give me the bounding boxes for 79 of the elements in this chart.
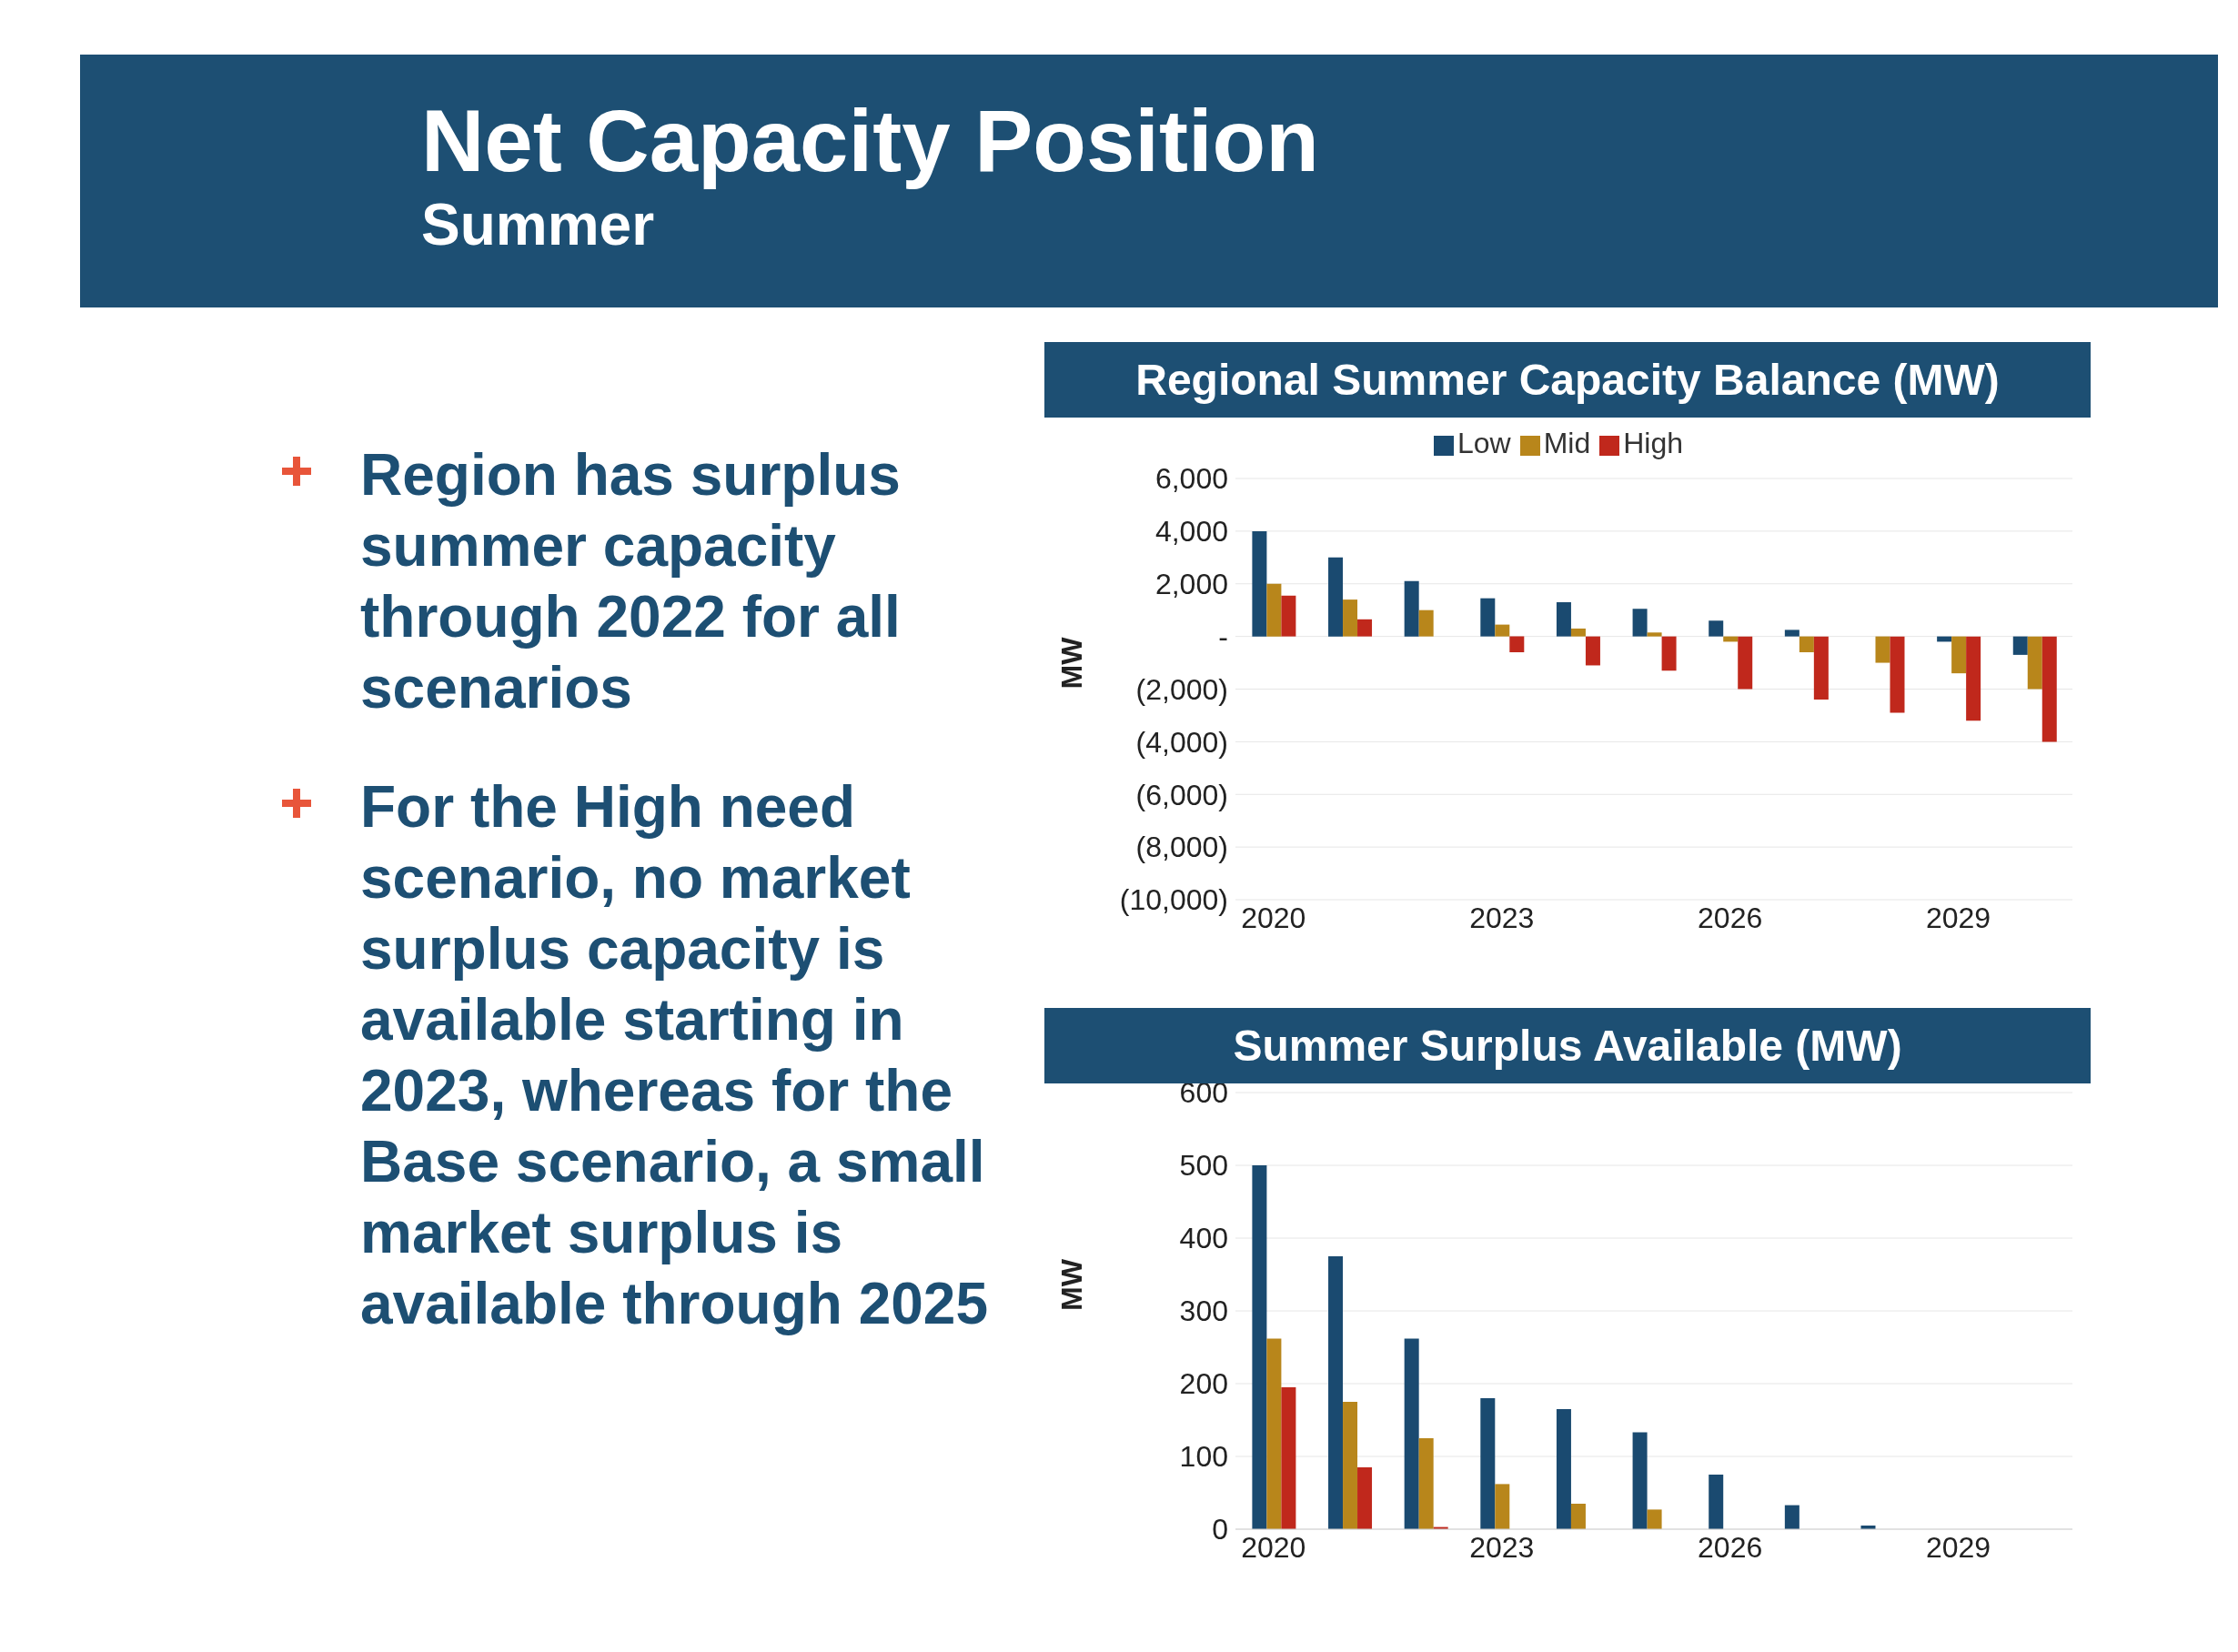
text: Summer <box>421 191 655 258</box>
x-tick-label: 2026 <box>1698 901 1763 934</box>
x-tick-label: 2029 <box>1925 901 1991 934</box>
bar <box>1556 1409 1571 1529</box>
bar <box>1966 636 1981 721</box>
bar <box>2012 636 2028 655</box>
y-tick-label: (8,000) <box>1135 831 1228 864</box>
y-tick-label: 200 <box>1179 1367 1228 1401</box>
chart-title: Summer Surplus Available (MW) <box>1233 1022 1902 1070</box>
y-tick-label: (2,000) <box>1135 672 1228 706</box>
bar <box>1813 636 1829 700</box>
bar <box>1357 619 1373 637</box>
text: For the High need scenario, no market surplus capacity is available starting in 2023, whereas for the Base scenario, a small market surplus is available through 2025 <box>360 773 990 1338</box>
bar <box>1647 632 1662 637</box>
bar <box>1480 1398 1496 1529</box>
x-tick-label: 2020 <box>1241 901 1306 934</box>
bar <box>1632 1432 1648 1529</box>
bar <box>1404 580 1419 637</box>
bar <box>1784 1505 1799 1529</box>
y-tick-label: 4,000 <box>1154 515 1228 549</box>
bar <box>1495 624 1510 637</box>
bar <box>1328 1256 1344 1529</box>
bar <box>1343 599 1358 637</box>
x-tick-label: 2023 <box>1469 901 1535 934</box>
bar <box>1890 636 1905 713</box>
bar <box>1951 636 1967 674</box>
bar <box>1647 1509 1662 1529</box>
y-axis-title: MW <box>1055 636 1089 690</box>
bar <box>1570 628 1586 637</box>
bar <box>1585 636 1600 666</box>
bar <box>1709 620 1724 637</box>
bar <box>1556 602 1571 637</box>
bar <box>1328 557 1344 637</box>
legend-label: Mid <box>1543 427 1591 459</box>
bar <box>1709 1475 1724 1529</box>
bar <box>1266 1338 1282 1529</box>
x-tick-label: 2026 <box>1698 1530 1763 1564</box>
y-tick-label: (4,000) <box>1135 725 1228 759</box>
bar <box>1343 1402 1358 1529</box>
bar <box>1661 636 1677 671</box>
y-tick-label: 6,000 <box>1154 462 1228 496</box>
bar <box>1266 583 1282 637</box>
x-tick-label: 2029 <box>1925 1530 1991 1564</box>
bar <box>1509 636 1525 652</box>
text: Net Capacity Position <box>421 91 1319 191</box>
y-tick-label: 0 <box>1212 1513 1228 1546</box>
bar <box>1252 530 1267 637</box>
y-tick-label: 100 <box>1179 1440 1228 1474</box>
legend-label: High <box>1623 427 1684 459</box>
bar <box>1281 595 1296 637</box>
bar <box>2041 636 2057 742</box>
y-tick-label: (10,000) <box>1119 883 1228 917</box>
bar <box>1404 1338 1419 1529</box>
y-tick-label: - <box>1218 620 1228 653</box>
bar <box>1357 1467 1373 1529</box>
bar <box>1418 1438 1434 1529</box>
x-tick-label: 2023 <box>1469 1530 1535 1564</box>
y-tick-label: 2,000 <box>1154 568 1228 601</box>
bar <box>1738 636 1753 690</box>
bar <box>1799 636 1814 652</box>
text: Region has surplus summer capacity through 2022 for all scenarios <box>360 441 902 722</box>
bar <box>1875 636 1890 663</box>
bar <box>1495 1484 1510 1529</box>
y-tick-label: 500 <box>1179 1149 1228 1183</box>
bar <box>1570 1504 1586 1529</box>
bar <box>2027 636 2042 690</box>
bar <box>1632 609 1648 637</box>
y-axis-title: MW <box>1055 1258 1089 1311</box>
bar <box>1418 609 1434 637</box>
y-tick-label: 300 <box>1179 1294 1228 1328</box>
chart-title: Regional Summer Capacity Balance (MW) <box>1044 342 2091 418</box>
legend-label: Low <box>1457 427 1511 459</box>
x-tick-label: 2020 <box>1241 1530 1306 1564</box>
bar <box>1784 630 1799 637</box>
bar <box>1281 1387 1296 1529</box>
y-tick-label: 400 <box>1179 1222 1228 1255</box>
bar <box>1480 598 1496 637</box>
y-tick-label: (6,000) <box>1135 778 1228 811</box>
bar <box>1252 1165 1267 1529</box>
